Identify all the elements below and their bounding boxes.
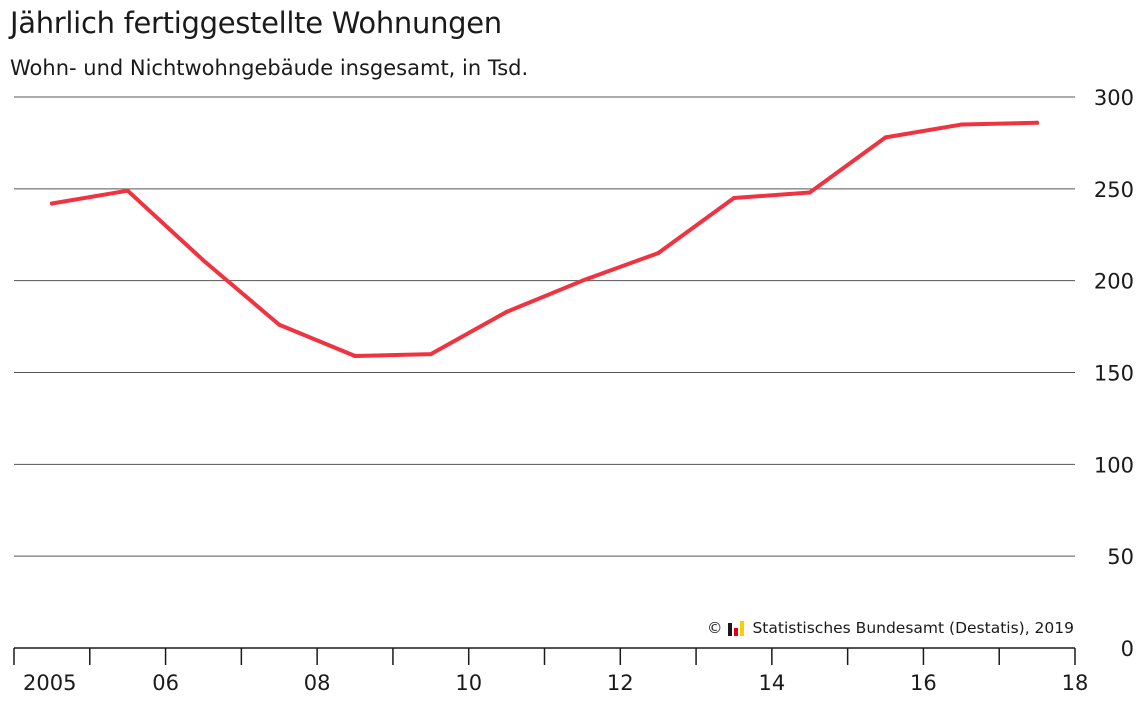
source-note: © Statistisches Bundesamt (Destatis), 20… bbox=[707, 619, 1074, 637]
data-point bbox=[731, 196, 736, 201]
data-point bbox=[883, 135, 888, 140]
chart-title: Jährlich fertiggestellte Wohnungen bbox=[10, 6, 502, 40]
data-point bbox=[428, 352, 433, 357]
data-point bbox=[807, 190, 812, 195]
data-point bbox=[201, 258, 206, 263]
data-point bbox=[353, 353, 358, 358]
series-line-0 bbox=[49, 120, 1040, 358]
y-tick-label: 100 bbox=[1094, 453, 1134, 477]
x-tick-label: 2005 bbox=[23, 671, 76, 695]
y-tick-label: 250 bbox=[1094, 178, 1134, 202]
series-lines bbox=[49, 120, 1040, 358]
x-axis bbox=[13, 647, 1076, 665]
y-tick-label: 300 bbox=[1094, 86, 1134, 110]
y-tick-label: 50 bbox=[1107, 545, 1134, 569]
x-tick-labels: 2005 06 08 10 12 14 16 18 bbox=[23, 671, 1088, 695]
y-tick-label: 150 bbox=[1094, 362, 1134, 386]
x-tick-label: 14 bbox=[758, 671, 785, 695]
data-point bbox=[1035, 120, 1040, 125]
chart-subtitle: Wohn- und Nichtwohngebäude insgesamt, in… bbox=[10, 56, 529, 80]
y-tick-label: 200 bbox=[1094, 270, 1134, 294]
x-tick-label: 16 bbox=[910, 671, 937, 695]
data-point bbox=[49, 201, 54, 206]
y-tick-label: 0 bbox=[1121, 637, 1134, 661]
x-tick-label: 06 bbox=[152, 671, 179, 695]
source-text: Statistisches Bundesamt (Destatis), 2019 bbox=[752, 619, 1074, 637]
data-point bbox=[580, 278, 585, 283]
x-tick-label: 18 bbox=[1062, 671, 1089, 695]
data-point bbox=[656, 251, 661, 256]
data-point bbox=[277, 322, 282, 327]
data-point bbox=[504, 309, 509, 314]
destatis-logo-icon bbox=[728, 620, 746, 636]
gridlines bbox=[14, 96, 1075, 557]
copyright-symbol: © bbox=[706, 619, 723, 637]
x-tick-label: 08 bbox=[304, 671, 331, 695]
data-point bbox=[959, 122, 964, 127]
x-tick-label: 12 bbox=[607, 671, 634, 695]
x-tick-label: 10 bbox=[455, 671, 482, 695]
data-point bbox=[125, 188, 130, 193]
y-tick-labels: 0 50 100 150 200 250 300 bbox=[1094, 86, 1134, 661]
